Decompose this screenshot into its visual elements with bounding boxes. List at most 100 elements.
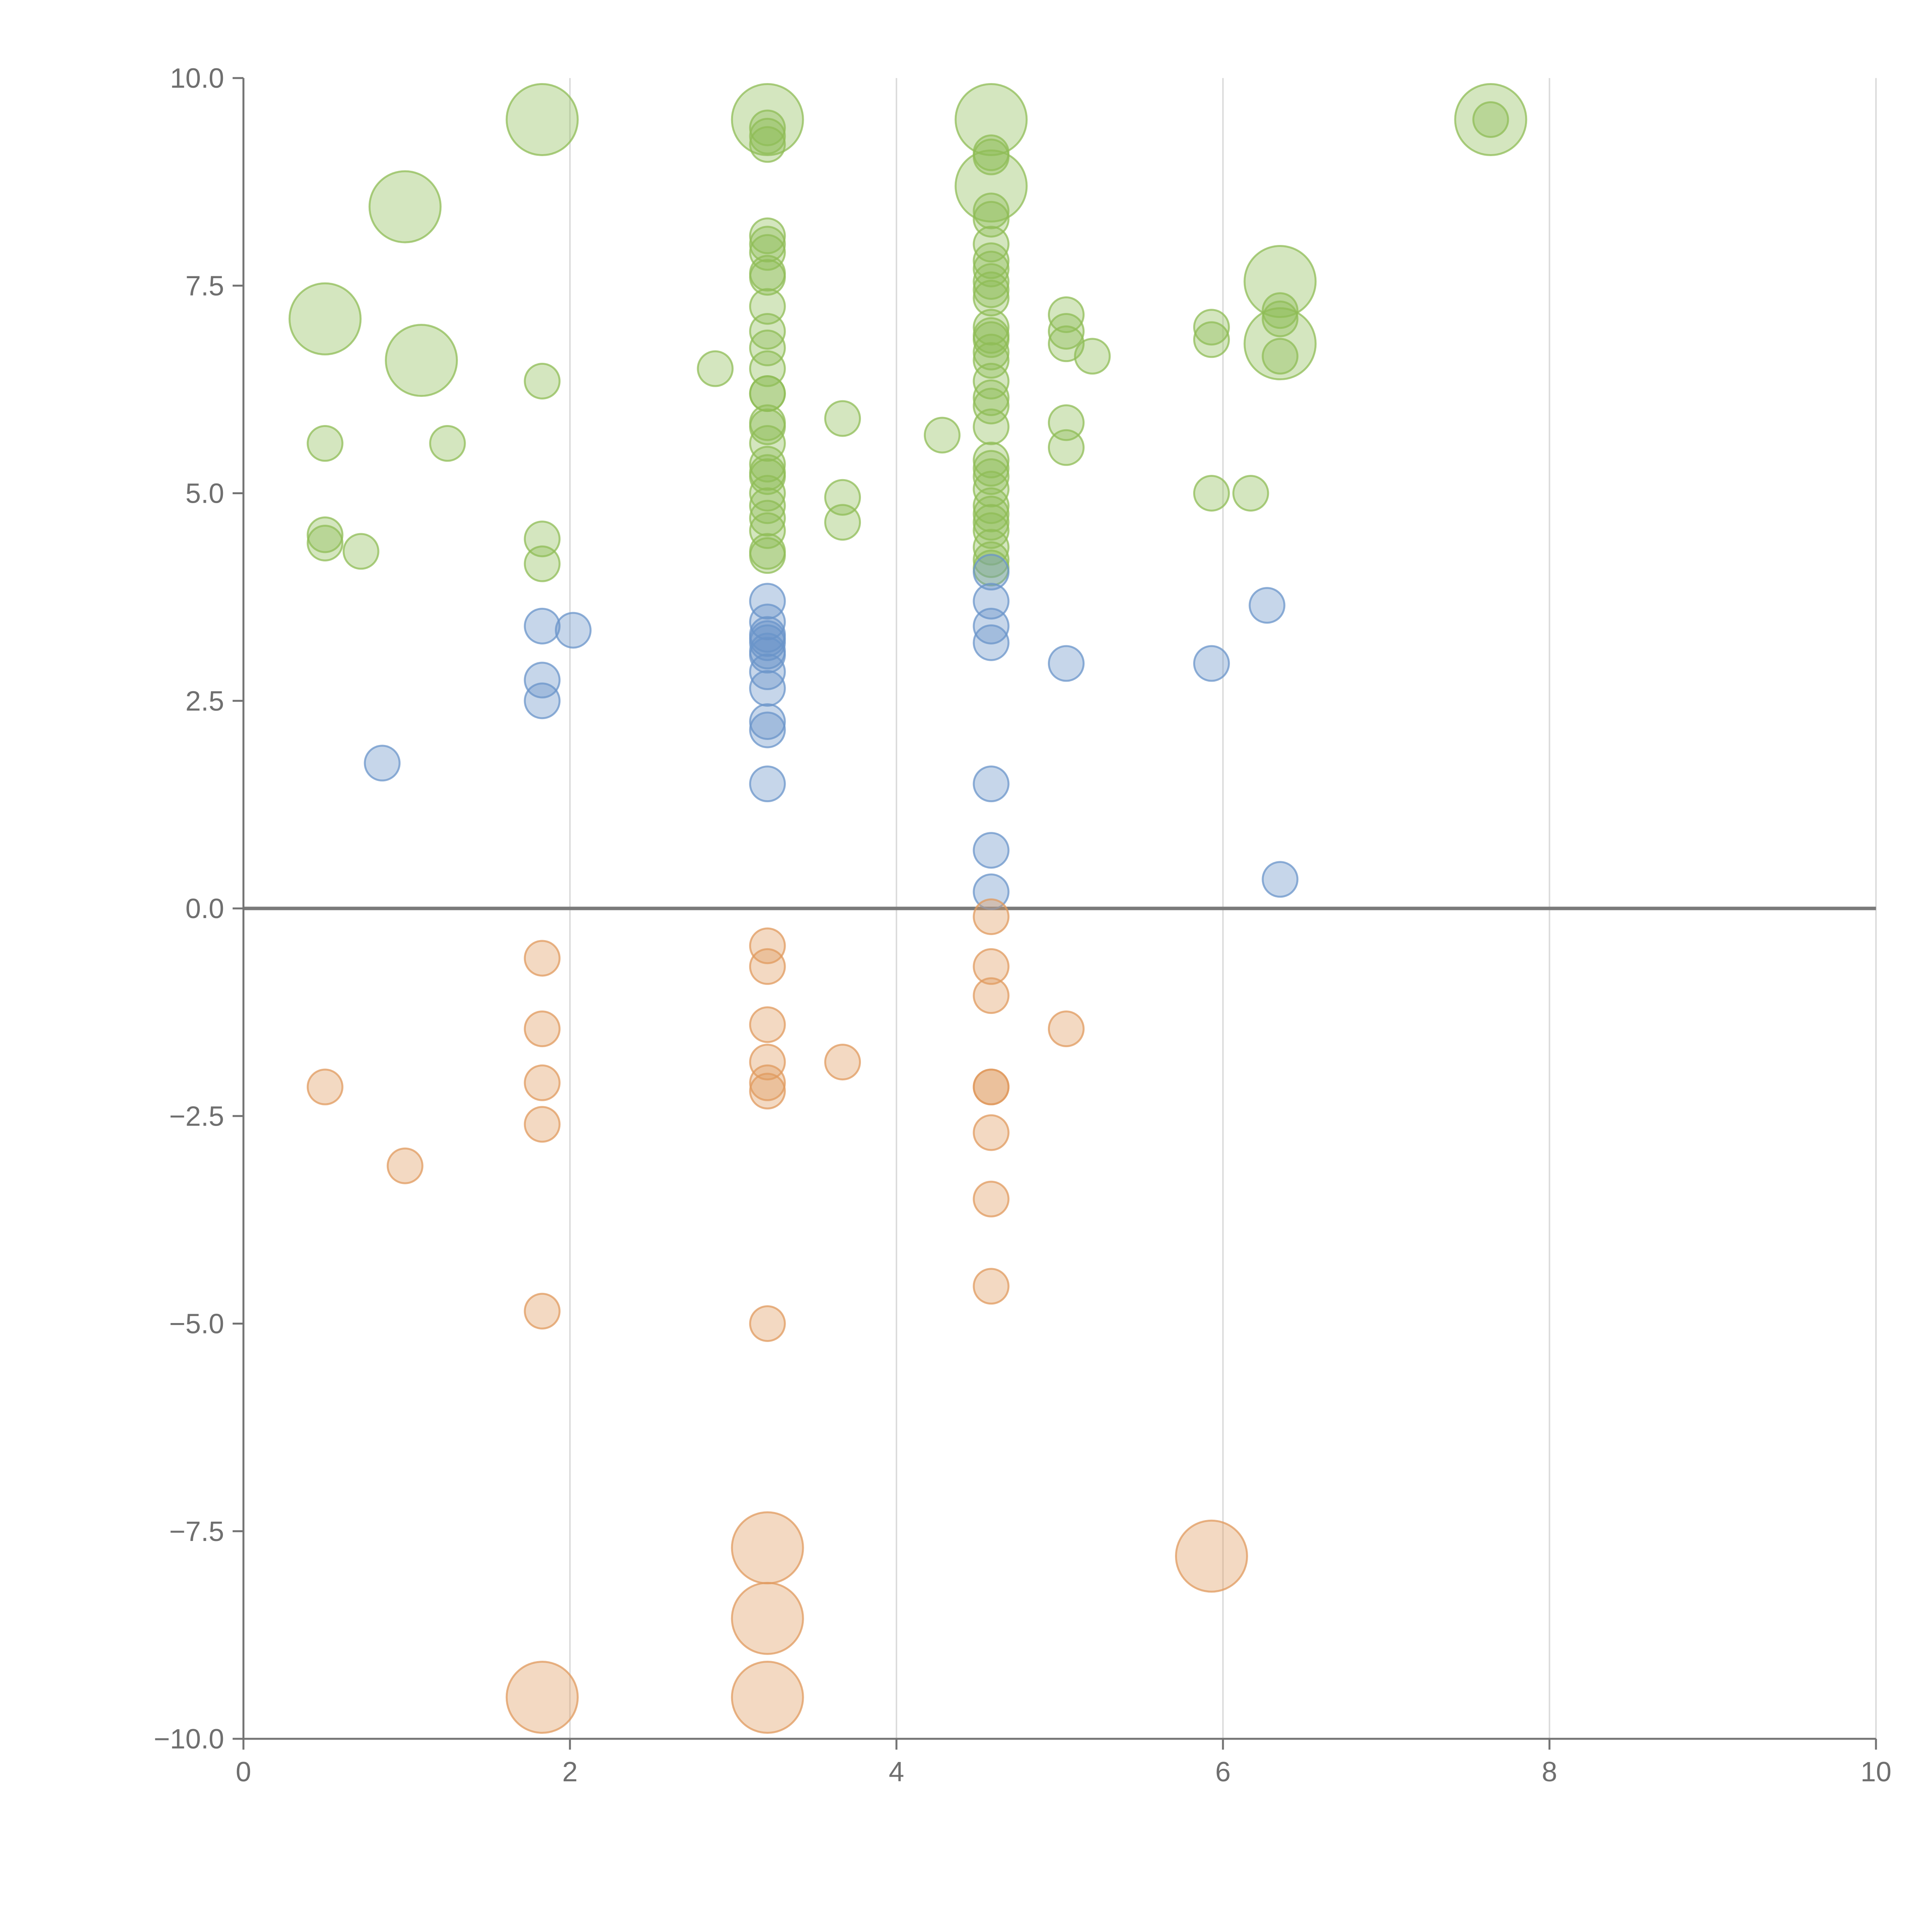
point-low-14 — [749, 703, 786, 740]
point-high-51 — [973, 201, 1010, 238]
point-low-25 — [1193, 645, 1230, 682]
point-high-30 — [749, 329, 786, 366]
point-high-45 — [749, 537, 786, 574]
point-negative-24 — [973, 1114, 1010, 1151]
point-high-57 — [973, 279, 1010, 316]
point-negative-4 — [524, 1064, 561, 1101]
point-high-85 — [1193, 321, 1230, 358]
point-negative-3 — [524, 1010, 561, 1048]
x-tick-label: 4 — [889, 1757, 904, 1787]
x-tick-label: 6 — [1215, 1757, 1231, 1787]
point-high-41 — [749, 487, 786, 524]
point-low-15 — [749, 711, 786, 748]
point-negative-11 — [749, 1044, 786, 1081]
point-high-79 — [1048, 313, 1085, 350]
point-high-89 — [1262, 292, 1299, 329]
point-low-1 — [524, 607, 561, 645]
point-high-91 — [1243, 307, 1317, 381]
point-high-61 — [973, 333, 1010, 371]
point-negative-27 — [1048, 1010, 1085, 1048]
point-high-73 — [973, 504, 1010, 541]
point-high-76 — [973, 541, 1010, 578]
point-high-62 — [973, 342, 1010, 379]
point-low-23 — [973, 873, 1010, 910]
point-high-54 — [973, 250, 1010, 287]
point-low-16 — [749, 765, 786, 803]
point-high-68 — [973, 450, 1010, 487]
point-negative-14 — [749, 1305, 786, 1342]
point-high-82 — [1048, 429, 1085, 466]
point-negative-1 — [386, 1147, 423, 1184]
point-high-0 — [505, 83, 579, 156]
point-negative-9 — [749, 948, 786, 985]
point-high-11 — [368, 170, 442, 243]
point-low-27 — [1262, 861, 1299, 898]
point-low-21 — [973, 765, 1010, 803]
point-high-21 — [524, 545, 561, 582]
point-negative-7 — [505, 1661, 579, 1734]
point-negative-25 — [973, 1180, 1010, 1218]
y-tick-label: 7.5 — [185, 270, 224, 301]
axes: 0 2 4 6 8 10 10.0 7.5 5.0 2.5 0.0 −2.5 −5.0 −7.5 −10.0 — [154, 63, 1891, 1787]
point-high-4 — [749, 126, 786, 163]
point-high-83 — [1074, 338, 1111, 375]
point-high-22 — [697, 350, 734, 387]
point-high-66 — [973, 408, 1010, 446]
point-high-13 — [385, 324, 458, 397]
point-high-92 — [1262, 338, 1299, 375]
point-high-75 — [973, 529, 1010, 566]
point-high-7 — [973, 138, 1010, 175]
point-low-20 — [973, 624, 1010, 661]
point-high-46 — [824, 400, 861, 437]
point-negative-19 — [973, 898, 1010, 935]
point-high-69 — [973, 458, 1010, 495]
point-high-24 — [749, 226, 786, 263]
point-low-9 — [749, 624, 786, 661]
point-high-65 — [973, 388, 1010, 425]
point-high-56 — [973, 271, 1010, 308]
point-high-9 — [1454, 83, 1527, 156]
point-negative-0 — [306, 1068, 344, 1105]
y-tick-label: 10.0 — [170, 63, 224, 94]
point-negative-28 — [1175, 1519, 1248, 1593]
point-high-47 — [824, 479, 861, 516]
point-high-25 — [749, 234, 786, 271]
point-low-0 — [364, 745, 401, 782]
point-high-81 — [1048, 404, 1085, 441]
point-high-50 — [973, 192, 1010, 230]
point-negative-23 — [973, 1068, 1010, 1105]
y-tick-label: −7.5 — [169, 1516, 224, 1547]
point-low-3 — [524, 662, 561, 699]
point-high-10 — [1472, 101, 1509, 138]
point-low-5 — [749, 583, 786, 620]
x-tick-label: 8 — [1542, 1757, 1557, 1787]
point-negative-2 — [524, 940, 561, 977]
point-high-88 — [1243, 245, 1317, 318]
point-high-12 — [288, 282, 362, 355]
point-high-37 — [749, 446, 786, 483]
point-high-84 — [1193, 309, 1230, 346]
point-high-27 — [749, 259, 786, 296]
y-tick-label: −5.0 — [169, 1309, 224, 1340]
point-high-49 — [923, 417, 961, 454]
x-tick-label: 2 — [562, 1757, 578, 1787]
point-negative-13 — [749, 1073, 786, 1110]
point-negative-15 — [731, 1511, 804, 1585]
point-high-20 — [524, 520, 561, 558]
point-high-16 — [306, 425, 344, 462]
point-high-19 — [342, 533, 379, 570]
point-high-3 — [749, 117, 786, 155]
data-points — [288, 83, 1527, 1734]
point-low-4 — [524, 682, 561, 719]
point-high-31 — [749, 350, 786, 387]
point-low-26 — [1248, 587, 1286, 624]
point-high-15 — [429, 425, 466, 462]
point-high-87 — [1232, 475, 1269, 512]
point-negative-21 — [973, 977, 1010, 1014]
point-high-28 — [749, 288, 786, 325]
point-high-58 — [973, 309, 1010, 346]
point-high-53 — [973, 242, 1010, 279]
y-tick-label: −2.5 — [169, 1101, 224, 1132]
x-tick-label: 10 — [1861, 1757, 1891, 1787]
